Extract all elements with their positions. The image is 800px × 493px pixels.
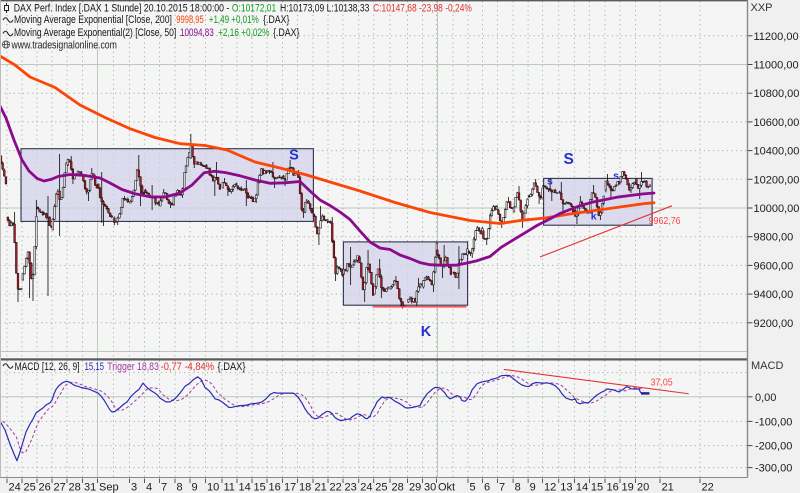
svg-text:9800,00: 9800,00: [754, 232, 794, 244]
svg-text:O:10172,01: O:10172,01: [232, 2, 276, 14]
svg-text:21: 21: [315, 482, 327, 493]
svg-text:37,05: 37,05: [651, 376, 673, 388]
svg-text:C:10147,68 -23,98 -0,24%: C:10147,68 -23,98 -0,24%: [373, 2, 472, 14]
svg-text:MACD: MACD: [751, 360, 783, 372]
svg-text:DAX Perf. Index [.DAX 1 Stund: DAX Perf. Index [.DAX 1 Stunde] 20.10.20…: [14, 2, 230, 14]
svg-text:9200,00: 9200,00: [754, 318, 794, 330]
svg-text:11: 11: [224, 482, 235, 493]
svg-text:Okt: Okt: [438, 482, 455, 493]
svg-text:10200,00: 10200,00: [754, 174, 800, 186]
svg-text:MACD [12, 26, 9]: MACD [12, 26, 9]: [15, 361, 80, 373]
svg-text:-100,00: -100,00: [755, 416, 792, 428]
svg-text:s: s: [613, 170, 619, 182]
svg-text:XXP: XXP: [751, 2, 773, 14]
svg-text:16: 16: [607, 482, 619, 493]
svg-text:31: 31: [84, 482, 96, 493]
svg-text:15,15: 15,15: [85, 361, 105, 373]
svg-text:Trigger 18,83: Trigger 18,83: [107, 361, 159, 373]
svg-text:18: 18: [299, 482, 311, 493]
svg-text:20: 20: [637, 482, 649, 493]
svg-text:S: S: [564, 151, 574, 168]
svg-text:10600,00: 10600,00: [754, 117, 800, 129]
svg-text:25: 25: [24, 482, 36, 493]
svg-text:13: 13: [560, 482, 572, 493]
svg-text:H:10173,09 L:10138,33: H:10173,09 L:10138,33: [280, 2, 369, 14]
svg-text:9400,00: 9400,00: [754, 289, 794, 301]
svg-text:5: 5: [470, 482, 476, 493]
svg-text:28: 28: [392, 482, 404, 493]
svg-text:10400,00: 10400,00: [754, 146, 800, 158]
svg-text:11200,00: 11200,00: [754, 31, 799, 43]
svg-text:8: 8: [177, 482, 183, 493]
svg-text:3: 3: [131, 482, 137, 493]
svg-text:www.tradesignalonline.com: www.tradesignalonline.com: [11, 39, 117, 51]
svg-text:8: 8: [515, 482, 521, 493]
svg-text:0,00: 0,00: [755, 392, 776, 404]
svg-text:S: S: [289, 148, 299, 164]
svg-text:10094,83: 10094,83: [180, 27, 214, 39]
svg-text:9962,76: 9962,76: [649, 215, 681, 227]
svg-text:Sep: Sep: [99, 482, 119, 493]
svg-text:10800,00: 10800,00: [754, 88, 800, 100]
svg-text:24: 24: [360, 482, 372, 493]
svg-text:{.DAX}: {.DAX}: [263, 14, 290, 26]
svg-text:14: 14: [239, 482, 251, 493]
svg-text:27: 27: [54, 482, 66, 493]
svg-text:-300,00: -300,00: [755, 463, 792, 475]
svg-text:22: 22: [702, 482, 714, 493]
svg-text:9: 9: [530, 482, 536, 493]
svg-text:23: 23: [345, 482, 357, 493]
svg-text:21: 21: [662, 482, 674, 493]
svg-text:19: 19: [622, 482, 634, 493]
svg-text:10: 10: [207, 482, 219, 493]
svg-text:26: 26: [39, 482, 51, 493]
svg-text:14: 14: [576, 482, 588, 493]
svg-text:k: k: [591, 211, 597, 223]
svg-text:{.DAX}: {.DAX}: [218, 361, 246, 373]
svg-text:15: 15: [254, 482, 266, 493]
svg-text:22: 22: [330, 482, 342, 493]
svg-text:-200,00: -200,00: [755, 441, 792, 453]
svg-text:10000,00: 10000,00: [754, 203, 800, 215]
svg-text:s: s: [547, 176, 553, 188]
svg-text:12: 12: [544, 482, 556, 493]
svg-text:9998,95: 9998,95: [176, 14, 204, 26]
svg-text:7: 7: [499, 482, 505, 493]
svg-text:17: 17: [284, 482, 296, 493]
svg-text:29: 29: [409, 482, 421, 493]
svg-text:28: 28: [69, 482, 81, 493]
svg-text:+2,16 +0,02%: +2,16 +0,02%: [218, 27, 269, 39]
svg-text:4: 4: [146, 482, 152, 493]
svg-text:25: 25: [375, 482, 387, 493]
svg-text:{.DAX}: {.DAX}: [273, 27, 300, 39]
svg-text:-0,77 -4,84%: -0,77 -4,84%: [161, 361, 215, 373]
svg-text:7: 7: [161, 482, 167, 493]
svg-text:24: 24: [9, 482, 21, 493]
svg-text:11000,00: 11000,00: [754, 60, 799, 72]
svg-text:9600,00: 9600,00: [754, 260, 794, 272]
svg-text:+1,49 +0,01%: +1,49 +0,01%: [209, 14, 259, 26]
svg-text:16: 16: [269, 482, 281, 493]
svg-text:9: 9: [192, 482, 198, 493]
svg-text:6: 6: [484, 482, 490, 493]
svg-text:30: 30: [424, 482, 436, 493]
svg-text:Moving Average Exponential [Cl: Moving Average Exponential [Close, 200]: [14, 14, 172, 26]
svg-text:15: 15: [591, 482, 603, 493]
svg-text:Moving Average Exponential(2): Moving Average Exponential(2) [Close, 50…: [14, 27, 176, 39]
svg-text:K: K: [421, 324, 432, 340]
